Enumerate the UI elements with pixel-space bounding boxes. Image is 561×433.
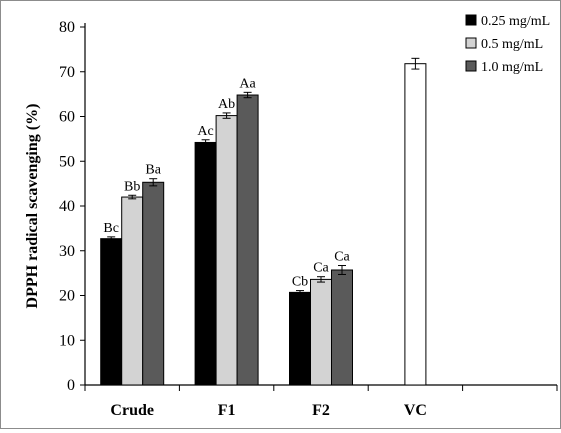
y-tick-label: 50 xyxy=(59,153,75,170)
legend: 0.25 mg/mL 0.5 mg/mL 1.0 mg/mL xyxy=(465,14,550,75)
data-label: Ba xyxy=(145,163,161,178)
bar-0-5-mg-ml-crude xyxy=(121,196,144,386)
data-label: Cb xyxy=(292,275,308,290)
data-label: Ca xyxy=(334,250,350,265)
x-category-label: VC xyxy=(404,402,427,419)
y-tick-label: 60 xyxy=(59,109,75,126)
bar-0-25-mg-ml-crude xyxy=(100,238,123,386)
y-tick-label: 30 xyxy=(59,243,75,260)
data-label: Bc xyxy=(103,221,119,236)
y-tick-label: 10 xyxy=(59,332,75,349)
x-category-label: F2 xyxy=(312,402,330,419)
bar-1-0-mg-ml-f1 xyxy=(236,94,259,386)
legend-label: 1.0 mg/mL xyxy=(481,60,543,75)
y-axis-title-group: DPPH radical scavenging (%) xyxy=(24,104,41,309)
bars: Bc Ac Cb Bb Ab Ca Ba Aa Ca xyxy=(100,57,427,386)
legend-swatch xyxy=(465,14,477,26)
x-category-label: Crude xyxy=(110,402,154,419)
y-tick-label: 0 xyxy=(67,377,75,394)
legend-swatch xyxy=(465,37,477,49)
axes: 0 10 20 30 40 50 60 70 80 Crude F1 F2 VC xyxy=(59,19,558,419)
bar-0-5-mg-ml-f2 xyxy=(310,278,332,386)
legend-label: 0.5 mg/mL xyxy=(481,37,543,52)
y-tick-label: 70 xyxy=(59,64,75,81)
bar-0-25-mg-ml-f2 xyxy=(289,291,311,386)
y-tick-label: 40 xyxy=(59,198,75,215)
data-label: Aa xyxy=(239,76,256,91)
data-label: Ab xyxy=(218,97,235,112)
y-tick-label: 80 xyxy=(59,19,75,36)
x-category-label: F1 xyxy=(218,402,236,419)
data-label: Bb xyxy=(124,179,140,194)
y-tick-label: 20 xyxy=(59,288,75,305)
legend-swatch xyxy=(465,60,477,72)
bar-1-0-mg-ml-crude xyxy=(142,181,165,386)
bar-0-5-mg-ml-f1 xyxy=(215,115,238,386)
bar-1-0-mg-ml-f2 xyxy=(331,269,353,386)
data-label: Ca xyxy=(313,261,329,276)
y-axis-title: DPPH radical scavenging (%) xyxy=(24,104,41,309)
bar-0-25-mg-ml-f1 xyxy=(194,141,217,386)
bar-vc xyxy=(404,63,427,386)
data-label: Ac xyxy=(197,124,213,139)
legend-label: 0.25 mg/mL xyxy=(481,14,550,29)
